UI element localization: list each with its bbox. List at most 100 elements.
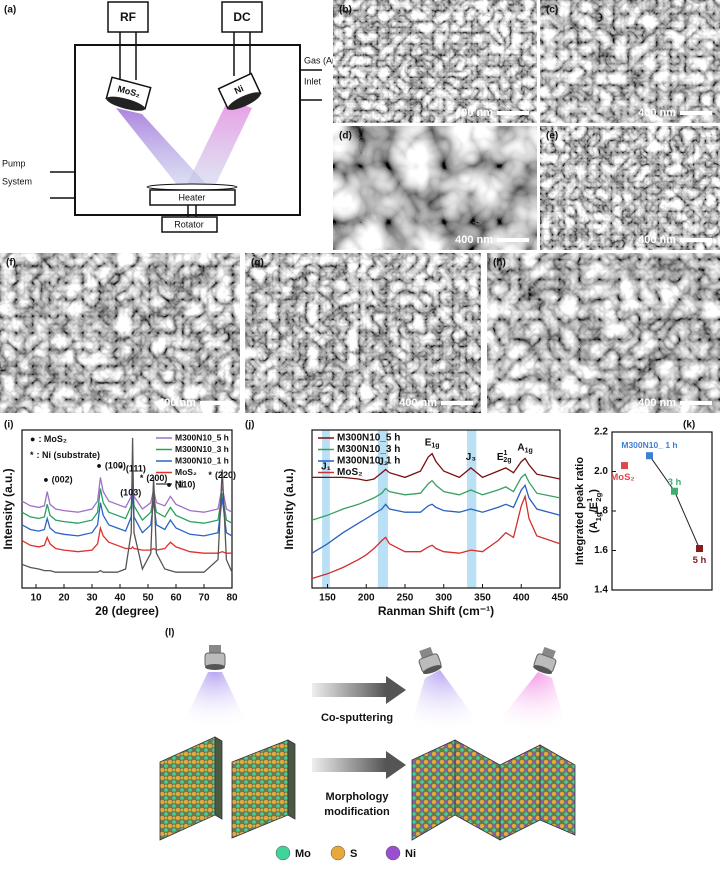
y-tick-label: 1.8	[594, 506, 608, 517]
dc-box	[221, 1, 263, 33]
marker-text: : Ni (substrate)	[37, 450, 101, 460]
atom-swatch	[275, 845, 291, 861]
scale-bar	[200, 401, 232, 405]
point	[646, 452, 653, 460]
data-line	[312, 452, 561, 482]
scale-label: 400 nm	[638, 234, 676, 246]
arrow-head	[386, 751, 406, 779]
shaft	[187, 205, 197, 217]
sem-image	[333, 0, 537, 123]
text-part: J₂	[378, 456, 388, 467]
scale-bar	[497, 111, 529, 115]
peak-index: (002)	[52, 475, 73, 485]
panel-label: (h)	[493, 258, 506, 269]
y-tick-label: 1.4	[594, 585, 608, 596]
x-axis-label: Ranman Shift (cm⁻¹)	[378, 604, 494, 618]
slab-side	[214, 736, 223, 820]
target-ni: Ni	[217, 72, 262, 110]
peak-marker: *	[119, 464, 123, 474]
peak-index: (200)	[146, 473, 167, 483]
x-tick-label: 10	[30, 593, 42, 604]
data-line	[311, 473, 561, 521]
panel-label: (a)	[4, 5, 16, 16]
text-part: J₃	[466, 452, 477, 463]
text-part: A	[517, 442, 524, 453]
highlight-band	[322, 430, 330, 588]
mos2-slab	[231, 739, 289, 839]
scale-bar	[441, 401, 473, 405]
trend-line	[649, 455, 700, 549]
panel-label: (c)	[546, 5, 558, 16]
mos2-ni-slab	[499, 744, 541, 841]
text-part: )	[588, 489, 600, 493]
data-line	[311, 483, 561, 554]
slabs-after	[411, 739, 576, 841]
y-tick-label: 1.6	[594, 545, 608, 556]
panel-label: (f)	[6, 258, 16, 269]
scale-label: 400 nm	[638, 397, 676, 409]
peak-label: * (200)	[140, 473, 168, 483]
cables	[119, 32, 251, 82]
scale-bar	[680, 238, 712, 242]
mos2-ni-slab	[539, 744, 576, 836]
rotator	[161, 216, 218, 233]
rotator-label: Rotator	[174, 219, 204, 229]
x-tick-label: 200	[358, 593, 375, 604]
rf-label: RF	[120, 10, 136, 24]
sputter-gun	[531, 644, 561, 677]
scale-bar	[680, 401, 712, 405]
x-axis-label: 2θ (degree)	[95, 604, 159, 618]
target-face	[227, 92, 261, 110]
y-axis-label: Intensity (a.u.)	[1, 468, 15, 549]
atom-legend: Mo S Ni	[275, 845, 416, 861]
step-label: Co-sputtering	[321, 712, 393, 724]
atom-label: Ni	[405, 848, 416, 860]
target-mos2: MoS₂	[105, 76, 152, 111]
peak-label: E1 2g	[497, 450, 512, 464]
panel-label: (e)	[546, 131, 558, 142]
point-label: 5 h	[693, 555, 707, 566]
point	[621, 462, 628, 470]
legend-label: M300N10_5 h	[175, 432, 229, 442]
x-tick-label: 450	[552, 593, 569, 604]
peak-label: (103)	[120, 488, 141, 498]
x-tick-label: 400	[513, 593, 530, 604]
peak-label: ● (100)	[96, 461, 125, 471]
sputter-cone	[408, 670, 478, 735]
text-part: 2g	[503, 457, 511, 464]
plot-frame	[611, 431, 713, 591]
point-label: MoS₂	[610, 472, 634, 483]
x-tick-label: 350	[474, 593, 491, 604]
y-tick-label: 2.2	[594, 427, 608, 438]
slab-side	[287, 739, 296, 820]
y-axis-label: Integrated peak ratio	[574, 457, 586, 565]
highlight-band	[377, 430, 388, 588]
heater	[149, 189, 236, 206]
peak-marker: *	[140, 473, 144, 483]
x-tick-label: 30	[86, 593, 98, 604]
text-part: 1g	[431, 443, 439, 450]
x-tick-label: 150	[319, 593, 336, 604]
peak-label: * (111)	[119, 464, 146, 474]
peak-marker: ●	[166, 480, 171, 490]
peak-label: ● (110)	[166, 480, 195, 490]
sputter-cone	[180, 672, 250, 730]
arrow	[312, 683, 386, 697]
data-line	[311, 494, 561, 580]
marker-symbol: *	[30, 450, 34, 460]
sem-image	[487, 253, 720, 413]
data-line	[21, 437, 233, 573]
x-tick-label: 40	[114, 593, 126, 604]
x-tick-label: 70	[198, 593, 210, 604]
marker-key: *: Ni (substrate)	[30, 450, 100, 460]
panel-label: (d)	[339, 131, 352, 142]
point	[671, 487, 678, 495]
peak-index: (111)	[126, 464, 146, 474]
dc-label: DC	[233, 10, 251, 24]
atom-label: Mo	[295, 848, 311, 860]
point-label: M300N10_ 1 h	[621, 440, 677, 450]
panel-label: (i)	[4, 420, 13, 431]
marker-symbol: ●	[30, 434, 35, 444]
scale-label: 400 nm	[399, 397, 437, 409]
marker-text: : MoS₂	[38, 434, 67, 444]
